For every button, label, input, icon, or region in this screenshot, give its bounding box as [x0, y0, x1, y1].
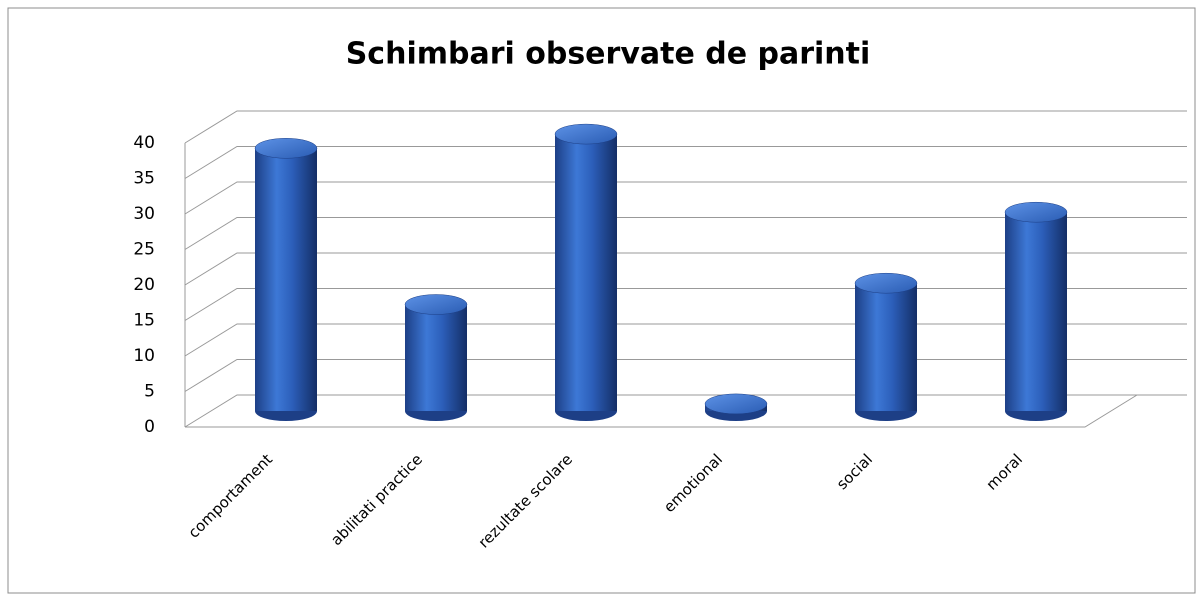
y-tick-label: 5	[144, 382, 155, 402]
chart-title: Schimbari observate de parinti	[346, 37, 871, 72]
bar-top	[404, 294, 468, 315]
y-tick-label: 0	[144, 417, 155, 437]
y-tick-label: 15	[133, 311, 155, 331]
y-tick-label: 20	[133, 275, 155, 295]
bar-top	[704, 393, 768, 415]
y-tick-label: 10	[133, 346, 155, 366]
bar-body	[1005, 212, 1067, 411]
bar	[1004, 201, 1068, 421]
bar	[854, 272, 918, 421]
bar-body	[255, 148, 317, 412]
bar-top	[254, 138, 318, 159]
y-tick-label: 25	[133, 240, 155, 260]
floor	[185, 394, 1138, 428]
bar-body	[555, 134, 617, 411]
y-tick-label: 30	[133, 204, 155, 224]
bar	[254, 138, 318, 421]
bar-top	[554, 123, 618, 145]
bar-body	[855, 283, 917, 411]
grid-line	[184, 252, 1187, 286]
bar	[704, 393, 768, 421]
bar	[554, 123, 618, 421]
grid-line	[184, 181, 1187, 215]
bar-top	[1004, 201, 1068, 223]
y-tick-label: 35	[133, 169, 155, 189]
bar-top	[854, 272, 918, 294]
grid-line	[184, 217, 1187, 250]
grid-line	[184, 110, 1187, 144]
bar-body	[405, 304, 467, 411]
grid-line	[184, 146, 1187, 179]
y-tick-label: 40	[133, 133, 155, 153]
bar	[404, 294, 468, 421]
